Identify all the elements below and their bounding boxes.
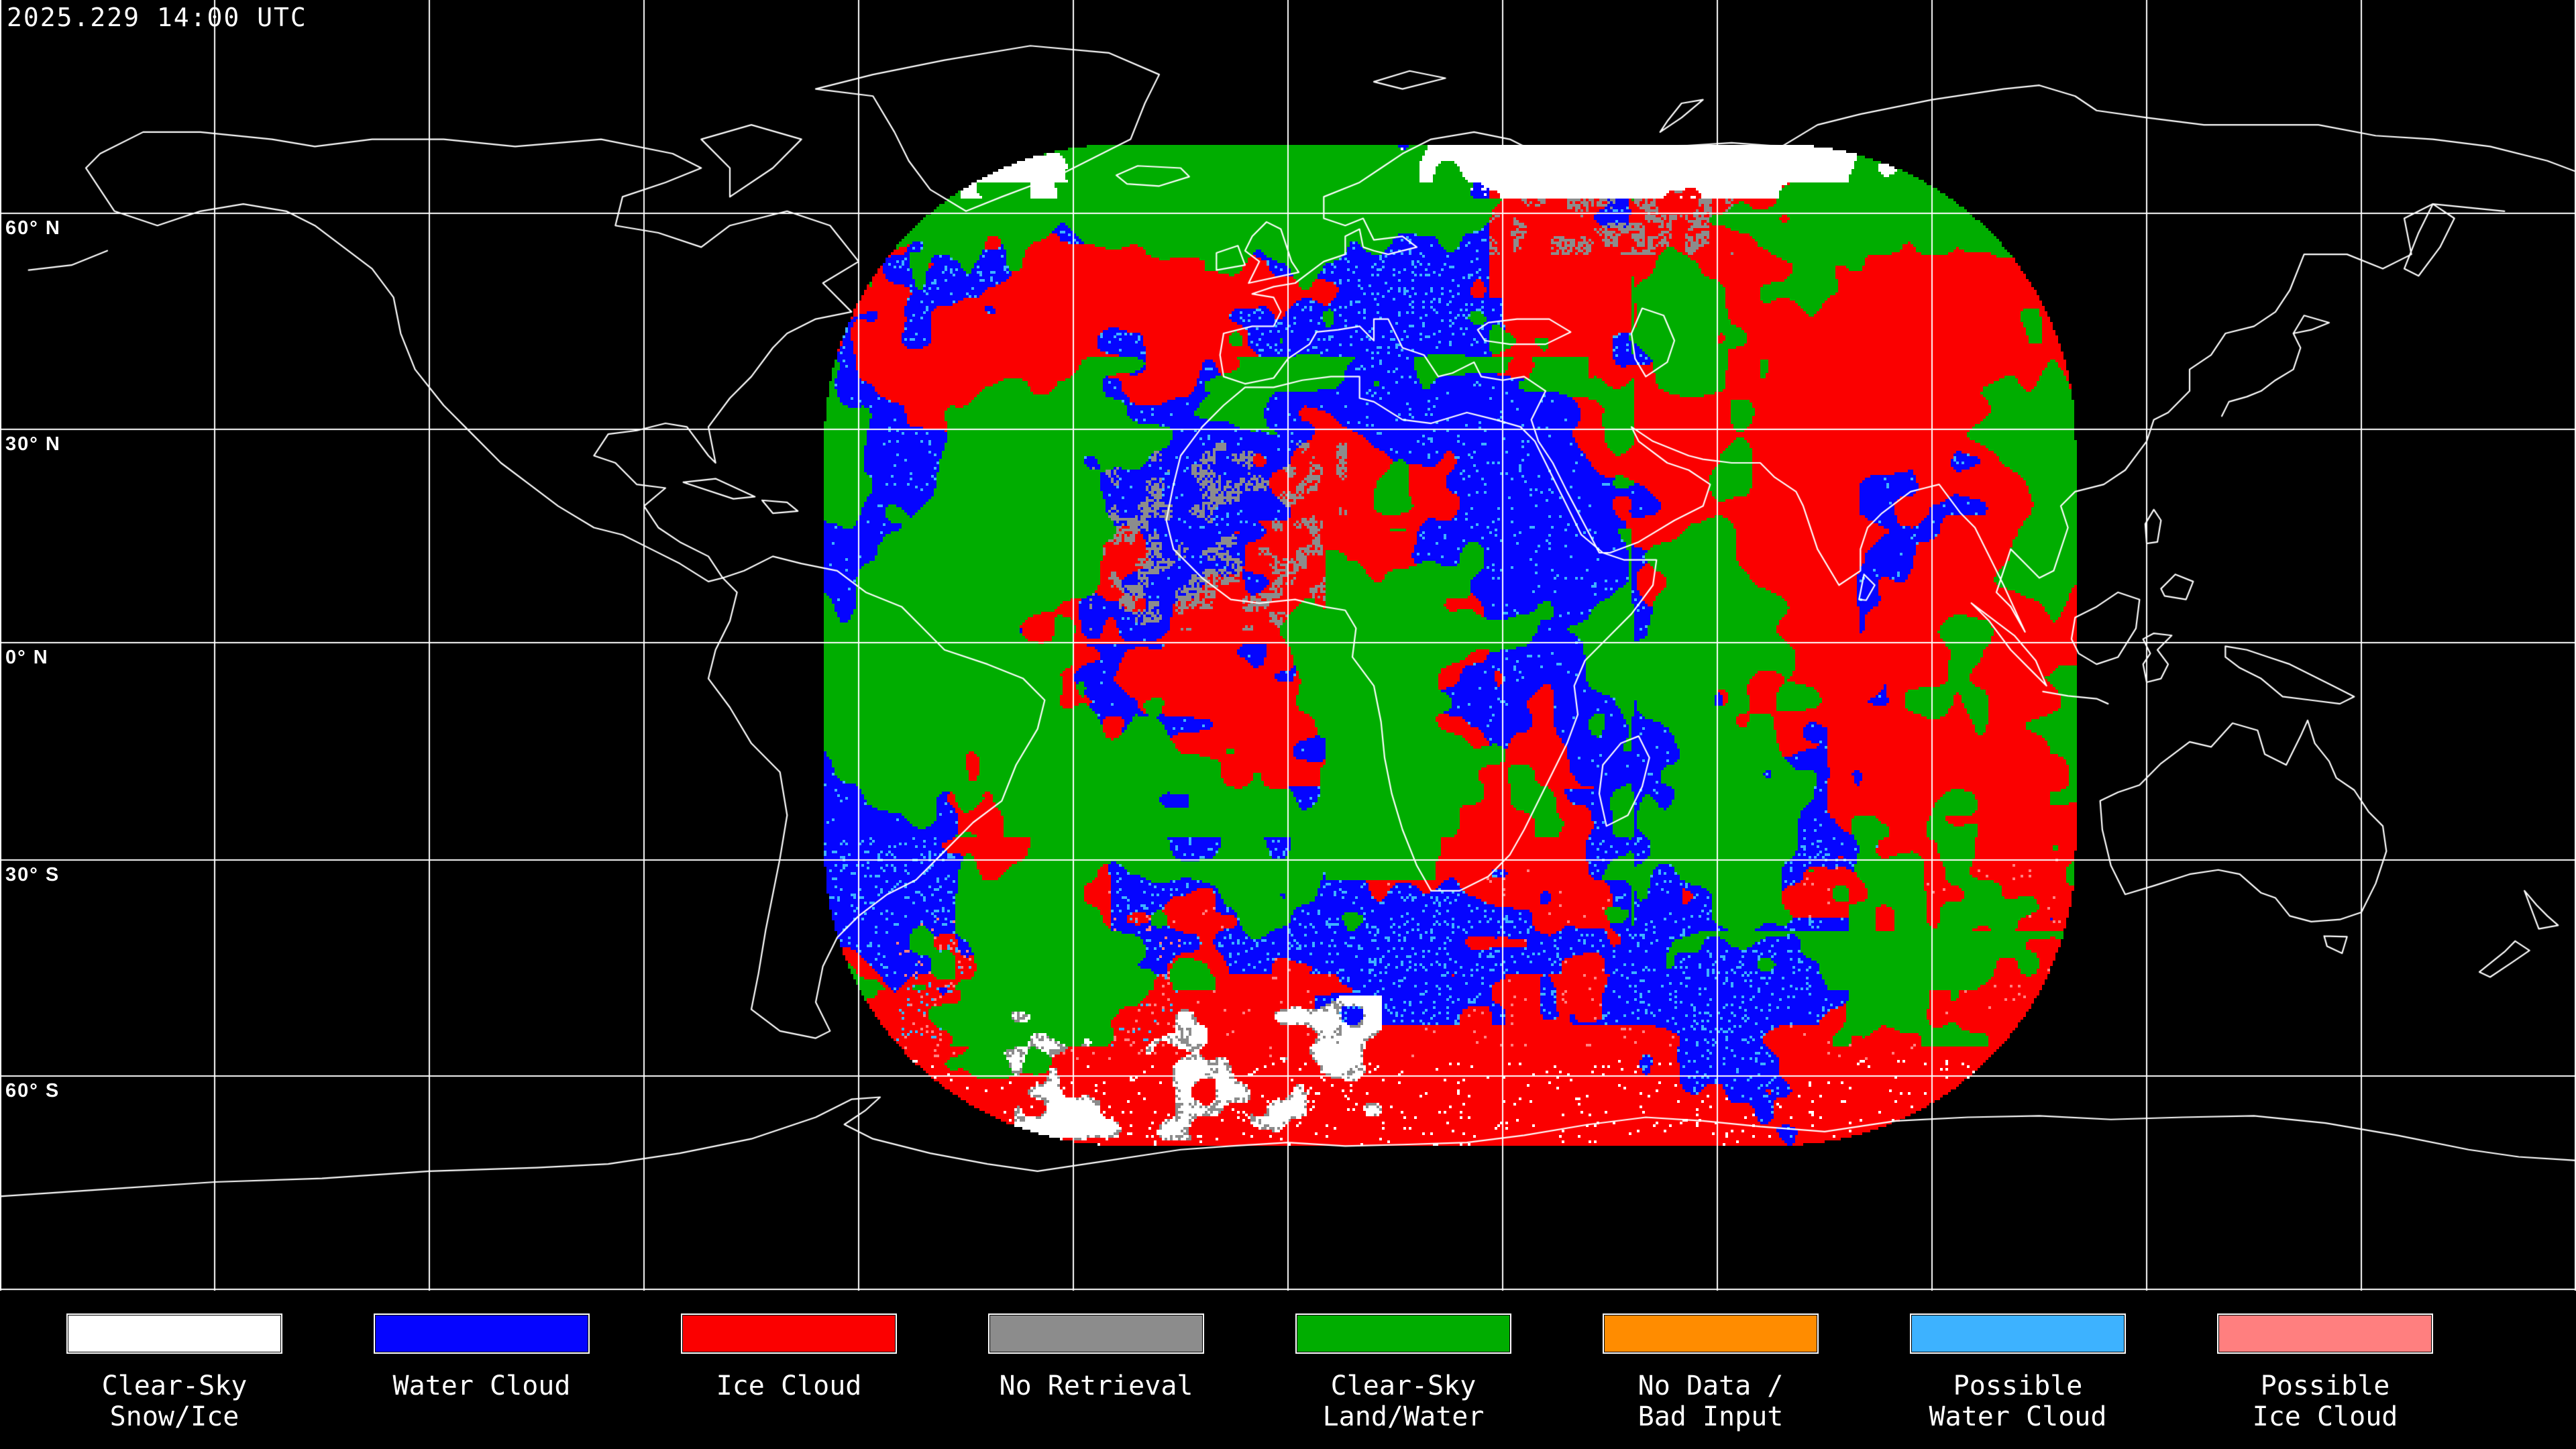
- coastline-graticule-overlay: [0, 0, 2576, 1291]
- latitude-label-30s: 30° S: [5, 864, 60, 885]
- latitude-label-0n: 0° N: [5, 647, 49, 668]
- timestamp: 2025.229 14:00 UTC: [7, 3, 307, 32]
- legend-swatch: [1295, 1313, 1511, 1354]
- legend-item-possible-water-cloud: Possible Water Cloud: [1910, 1313, 2126, 1432]
- legend-label: No Data / Bad Input: [1638, 1371, 1784, 1432]
- legend-label: Ice Cloud: [716, 1371, 862, 1401]
- legend-swatch: [988, 1313, 1204, 1354]
- legend-item-water-cloud: Water Cloud: [374, 1313, 590, 1401]
- latitude-label-60n: 60° N: [5, 217, 61, 239]
- legend: Clear-Sky Snow/Ice Water Cloud Ice Cloud…: [0, 1291, 2576, 1449]
- legend-swatch: [66, 1313, 282, 1354]
- latitude-label-60s: 60° S: [5, 1080, 60, 1102]
- legend-swatch: [2217, 1313, 2433, 1354]
- legend-item-no-retrieval: No Retrieval: [988, 1313, 1204, 1401]
- legend-item-ice-cloud: Ice Cloud: [681, 1313, 897, 1401]
- legend-label: No Retrieval: [999, 1371, 1193, 1401]
- legend-label: Clear-Sky Snow/Ice: [101, 1371, 248, 1432]
- legend-label: Possible Water Cloud: [1929, 1371, 2107, 1432]
- legend-item-clear-sky-land-water: Clear-Sky Land/Water: [1295, 1313, 1511, 1432]
- legend-swatch: [374, 1313, 590, 1354]
- legend-swatch: [681, 1313, 897, 1354]
- legend-item-possible-ice-cloud: Possible Ice Cloud: [2217, 1313, 2433, 1432]
- legend-label: Water Cloud: [392, 1371, 571, 1401]
- legend-label: Possible Ice Cloud: [2252, 1371, 2398, 1432]
- latitude-label-30n: 30° N: [5, 433, 61, 455]
- legend-label: Clear-Sky Land/Water: [1322, 1371, 1485, 1432]
- legend-item-no-data-bad-input: No Data / Bad Input: [1603, 1313, 1819, 1432]
- legend-swatch: [1910, 1313, 2126, 1354]
- legend-item-clear-sky-snow-ice: Clear-Sky Snow/Ice: [66, 1313, 282, 1432]
- legend-swatch: [1603, 1313, 1819, 1354]
